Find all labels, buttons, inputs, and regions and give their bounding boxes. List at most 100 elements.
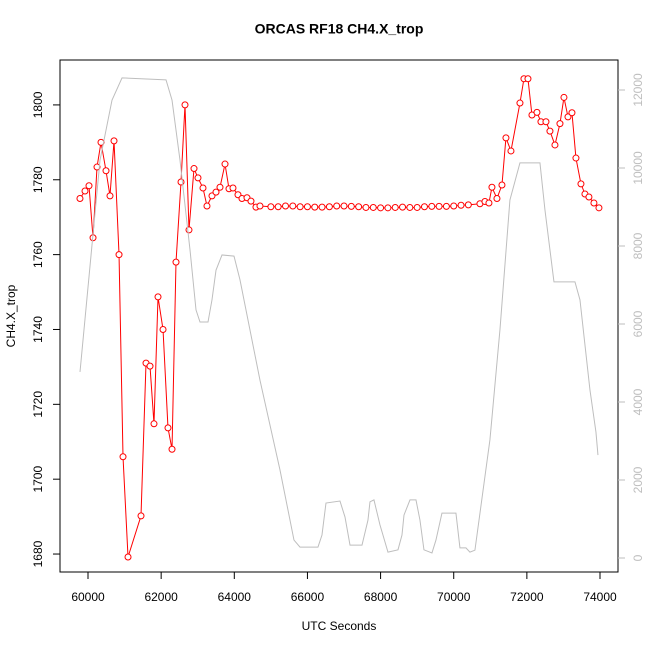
plot-frame xyxy=(59,59,619,573)
data-point xyxy=(281,202,289,210)
data-point xyxy=(355,203,363,211)
data-point xyxy=(488,183,496,191)
y-tick-label: 1800 xyxy=(31,91,45,118)
x-tick-label: 66000 xyxy=(291,590,325,604)
x-tick-label: 62000 xyxy=(144,590,178,604)
data-point xyxy=(93,163,101,171)
y-tick-label: 1680 xyxy=(31,540,45,567)
y2-tick-label: 2000 xyxy=(631,466,645,493)
x-tick-label: 60000 xyxy=(71,590,105,604)
data-point xyxy=(420,203,428,211)
data-point xyxy=(181,101,189,109)
y-tick-label: 1760 xyxy=(31,241,45,268)
data-point xyxy=(296,203,304,211)
data-point xyxy=(533,108,541,116)
data-point xyxy=(247,197,255,205)
data-point xyxy=(267,203,275,211)
chart-title: ORCAS RF18 CH4.X_trop xyxy=(255,21,424,37)
data-point xyxy=(502,134,510,142)
y2-tick-label: 8000 xyxy=(631,232,645,259)
data-point xyxy=(572,154,580,162)
data-point xyxy=(585,193,593,201)
data-point xyxy=(81,187,89,195)
data-point xyxy=(564,113,572,121)
y-axis-label: CH4.X_trop xyxy=(4,284,18,347)
data-point xyxy=(256,202,264,210)
x-tick-label: 70000 xyxy=(437,590,471,604)
data-point xyxy=(150,420,158,428)
data-point xyxy=(216,183,224,191)
data-point xyxy=(164,424,172,432)
y2-tick-label: 10000 xyxy=(631,151,645,185)
data-point xyxy=(199,184,207,192)
data-point xyxy=(289,202,297,210)
data-point xyxy=(391,203,399,211)
y2-tick-label: 6000 xyxy=(631,310,645,337)
data-point xyxy=(493,194,501,202)
data-point xyxy=(516,99,524,107)
data-point xyxy=(560,93,568,101)
x-axis-label: UTC Seconds xyxy=(302,619,377,633)
data-point xyxy=(194,174,202,182)
data-point xyxy=(464,201,472,209)
data-point xyxy=(102,167,110,175)
y-tick-label: 1740 xyxy=(31,316,45,343)
data-point xyxy=(76,194,84,202)
data-point xyxy=(428,202,436,210)
data-point xyxy=(590,199,598,207)
y2-tick-label: 12000 xyxy=(631,73,645,107)
data-point xyxy=(556,120,564,128)
data-point xyxy=(377,204,385,212)
data-point xyxy=(172,258,180,266)
data-point xyxy=(542,118,550,126)
data-point xyxy=(546,127,554,135)
data-point xyxy=(303,203,311,211)
data-point xyxy=(442,202,450,210)
data-point xyxy=(229,184,237,192)
data-point xyxy=(106,192,114,200)
data-point xyxy=(406,203,414,211)
data-point xyxy=(347,202,355,210)
data-point xyxy=(435,202,443,210)
data-point xyxy=(146,362,154,370)
data-point xyxy=(568,109,576,117)
data-point xyxy=(137,512,145,520)
data-point xyxy=(185,226,193,234)
data-point xyxy=(450,202,458,210)
data-point xyxy=(85,182,93,190)
data-point xyxy=(413,203,421,211)
data-point xyxy=(595,204,603,212)
data-point xyxy=(318,203,326,211)
x-tick-label: 74000 xyxy=(583,590,617,604)
data-point xyxy=(110,137,118,145)
y-tick-label: 1780 xyxy=(31,166,45,193)
data-point xyxy=(124,553,132,561)
data-point xyxy=(524,75,532,83)
data-point xyxy=(221,160,229,168)
data-point xyxy=(384,204,392,212)
data-point xyxy=(333,202,341,210)
series-line xyxy=(79,77,599,554)
data-point xyxy=(362,203,370,211)
data-point xyxy=(159,325,167,333)
y2-tick-label: 4000 xyxy=(631,388,645,415)
data-point xyxy=(369,203,377,211)
data-point xyxy=(154,293,162,301)
data-point xyxy=(551,141,559,149)
x-tick-label: 64000 xyxy=(218,590,252,604)
data-point xyxy=(577,180,585,188)
data-point xyxy=(168,445,176,453)
data-point xyxy=(212,188,220,196)
data-point xyxy=(507,147,515,155)
data-point xyxy=(119,453,127,461)
data-point xyxy=(274,203,282,211)
x-tick-label: 68000 xyxy=(364,590,398,604)
data-point xyxy=(311,203,319,211)
y2-tick-label: 0 xyxy=(631,554,645,561)
data-point xyxy=(485,199,493,207)
data-point xyxy=(190,165,198,173)
y-tick-label: 1720 xyxy=(31,391,45,418)
data-point xyxy=(340,202,348,210)
